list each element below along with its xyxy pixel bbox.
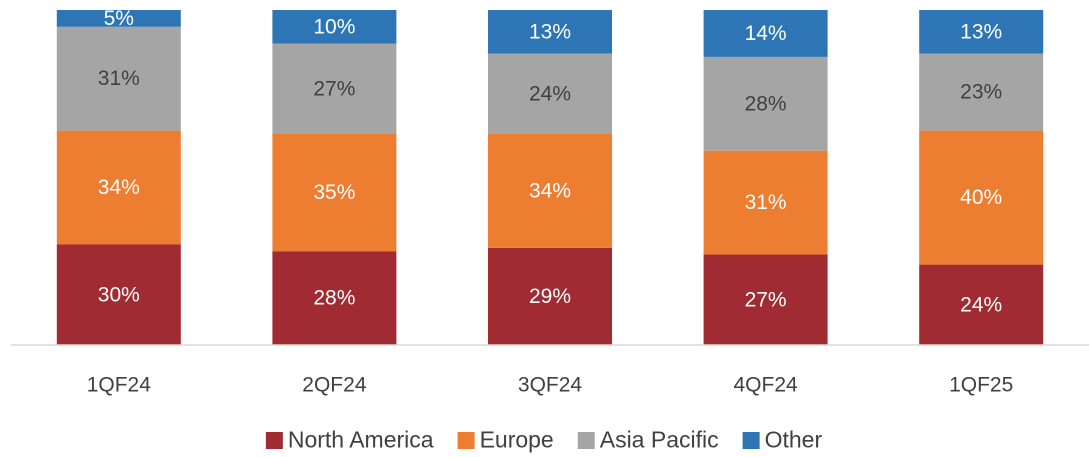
legend-label: North America [288,427,434,453]
bar-segment [56,130,181,245]
bar-segment [703,10,828,57]
data-label: 34% [529,179,571,202]
bar-segment [919,130,1044,265]
data-label: 29% [529,285,571,308]
data-label: 24% [529,82,571,105]
data-label: 23% [960,81,1002,104]
x-tick-label: 1QF24 [87,374,152,397]
bar-segment [703,254,828,345]
legend-swatch [742,432,760,449]
bar-segment [488,247,612,345]
bar-segment [272,133,397,252]
legend-item: Europe [457,427,554,453]
bar-segment [488,133,612,248]
x-tick-label: 2QF24 [302,374,367,397]
bar-segment [272,10,397,44]
bar-segment [272,251,397,345]
data-label: 28% [313,287,355,310]
data-label: 5% [104,7,134,30]
data-label: 31% [745,191,787,214]
legend-swatch [577,432,595,449]
bar-segment [56,244,181,345]
bar-segment [272,43,397,134]
bar-segment [488,10,612,54]
data-label: 30% [98,283,140,306]
bar-segment [919,10,1044,54]
bar-segment [919,264,1044,345]
legend-item: Asia Pacific [577,427,719,453]
legend-item: Other [742,427,823,453]
bar-segment [703,150,828,255]
legend-label: Other [765,427,823,453]
data-label: 13% [960,20,1002,43]
data-label: 14% [745,22,787,45]
data-label: 28% [745,92,787,115]
x-tick-label: 4QF24 [733,374,798,397]
data-label: 31% [98,67,140,90]
data-label: 10% [313,15,355,38]
data-label: 24% [960,293,1002,316]
x-tick-label: 1QF25 [949,374,1013,397]
data-label: 35% [313,181,355,204]
legend-label: Asia Pacific [600,427,719,453]
bar-segment [919,53,1044,131]
bar-segment [56,10,181,27]
data-label: 13% [529,20,571,43]
bar-segment [488,53,612,134]
bar-segment [56,26,181,131]
legend-item: North America [265,427,434,453]
legend-label: Europe [480,427,554,453]
x-tick-label: 3QF24 [518,374,583,397]
bar-segment [703,56,828,151]
data-label: 27% [745,288,787,311]
data-label: 40% [960,186,1002,209]
legend-swatch [457,432,475,449]
data-label: 34% [98,176,140,199]
legend-swatch [265,432,283,449]
data-label: 27% [313,77,355,100]
